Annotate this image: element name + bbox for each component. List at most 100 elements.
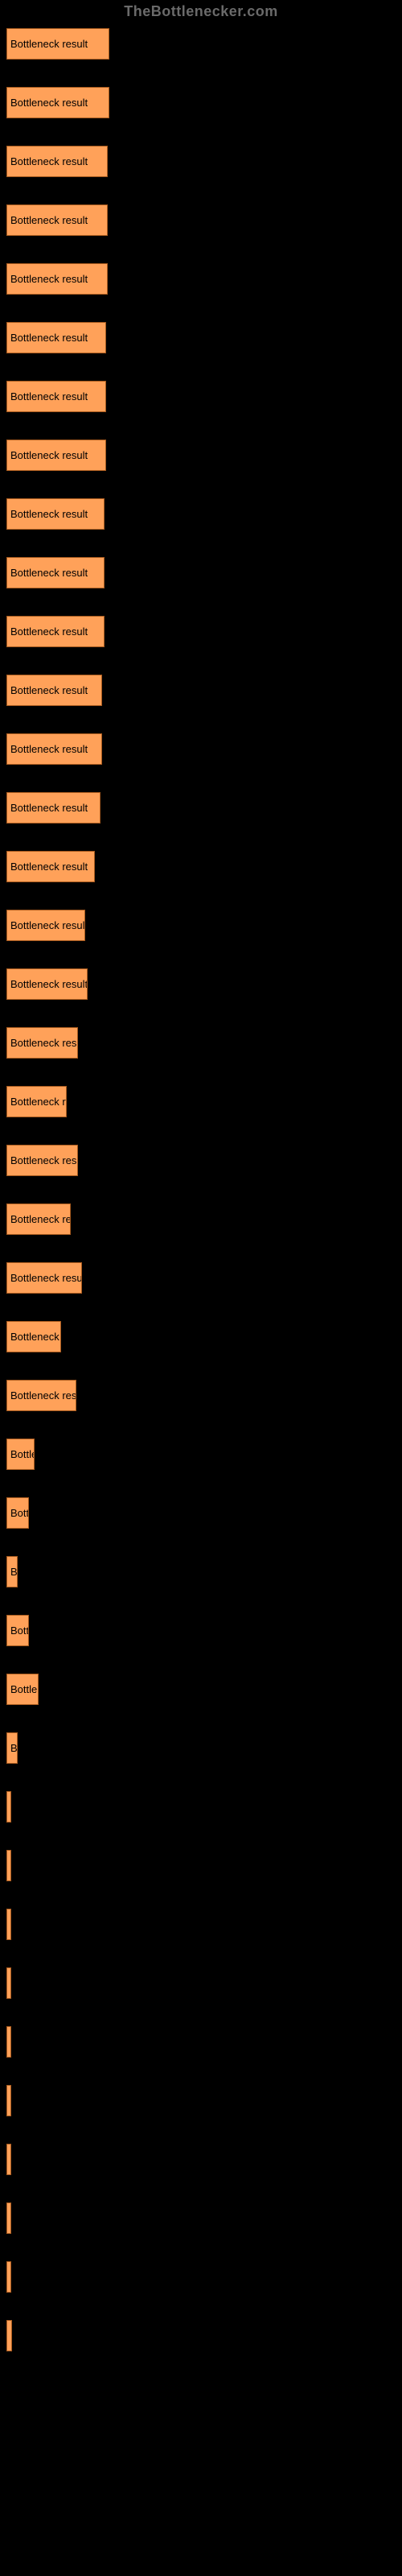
- chart-row: Bottleneck result: [6, 204, 396, 236]
- bar-link[interactable]: Bottleneck result: [6, 1262, 396, 1294]
- bar-link[interactable]: Bottleneck result: [6, 1497, 396, 1529]
- bar: Bottleneck result: [6, 1497, 29, 1529]
- chart-row: Bottleneck result: [6, 792, 396, 824]
- chart-row: Bottleneck result: [6, 1439, 396, 1470]
- bar-label: Bottleneck result: [10, 2095, 11, 2107]
- bar-link[interactable]: Bottleneck result: [6, 2085, 396, 2116]
- chart-row: Bottleneck result: [6, 1615, 396, 1646]
- bar-link[interactable]: Bottleneck result: [6, 204, 396, 236]
- bar-link[interactable]: Bottleneck result: [6, 1439, 396, 1470]
- bar-label: Bottleneck result: [10, 1154, 78, 1166]
- bar-link[interactable]: Bottleneck result: [6, 28, 396, 60]
- bar-link[interactable]: Bottleneck result: [6, 2202, 396, 2234]
- bar: Bottleneck result: [6, 381, 106, 412]
- chart-row: Bottleneck result: [6, 2320, 396, 2351]
- bar-label: Bottleneck result: [10, 1272, 82, 1284]
- bar-label: Bottleneck result: [10, 2271, 11, 2283]
- bar-link[interactable]: Bottleneck result: [6, 1615, 396, 1646]
- bar-label: Bottleneck result: [10, 1683, 39, 1695]
- bar: Bottleneck result: [6, 322, 106, 353]
- bar-link[interactable]: Bottleneck result: [6, 616, 396, 647]
- bar-link[interactable]: Bottleneck result: [6, 87, 396, 118]
- bar-link[interactable]: Bottleneck result: [6, 1909, 396, 1940]
- bar-link[interactable]: Bottleneck result: [6, 675, 396, 706]
- bar-label: Bottleneck result: [10, 1037, 78, 1049]
- bar-link[interactable]: Bottleneck result: [6, 498, 396, 530]
- chart-row: Bottleneck result: [6, 1909, 396, 1940]
- bar-link[interactable]: Bottleneck result: [6, 1086, 396, 1117]
- chart-row: Bottleneck result: [6, 1203, 396, 1235]
- bar-link[interactable]: Bottleneck result: [6, 146, 396, 177]
- bar-link[interactable]: Bottleneck result: [6, 1556, 396, 1587]
- bar-link[interactable]: Bottleneck result: [6, 1321, 396, 1352]
- chart-row: Bottleneck result: [6, 675, 396, 706]
- bar: Bottleneck result: [6, 1850, 11, 1881]
- bar: Bottleneck result: [6, 1967, 11, 1999]
- bar: Bottleneck result: [6, 1145, 78, 1176]
- bar-label: Bottleneck result: [10, 1331, 61, 1343]
- bar: Bottleneck result: [6, 1321, 61, 1352]
- bar-label: Bottleneck result: [10, 802, 88, 814]
- bar-label: Bottleneck result: [10, 1742, 18, 1754]
- bar-link[interactable]: Bottleneck result: [6, 381, 396, 412]
- bar-link[interactable]: Bottleneck result: [6, 2261, 396, 2293]
- chart-row: Bottleneck result: [6, 1556, 396, 1587]
- bar-label: Bottleneck result: [10, 273, 88, 285]
- bar: Bottleneck result: [6, 498, 105, 530]
- bar-link[interactable]: Bottleneck result: [6, 910, 396, 941]
- chart-row: Bottleneck result: [6, 87, 396, 118]
- bar-link[interactable]: Bottleneck result: [6, 1674, 396, 1705]
- chart-row: Bottleneck result: [6, 851, 396, 882]
- bar-link[interactable]: Bottleneck result: [6, 1203, 396, 1235]
- bar: Bottleneck result: [6, 1615, 29, 1646]
- bar-label: Bottleneck result: [10, 155, 88, 167]
- bar-label: Bottleneck result: [10, 97, 88, 109]
- bar: Bottleneck result: [6, 733, 102, 765]
- bar-link[interactable]: Bottleneck result: [6, 1027, 396, 1059]
- bar: Bottleneck result: [6, 1674, 39, 1705]
- bar: Bottleneck result: [6, 968, 88, 1000]
- bar-link[interactable]: Bottleneck result: [6, 2320, 396, 2351]
- bar-link[interactable]: Bottleneck result: [6, 851, 396, 882]
- watermark-text: TheBottlenecker.com: [124, 3, 278, 19]
- chart-row: Bottleneck result: [6, 1086, 396, 1117]
- bar: Bottleneck result: [6, 851, 95, 882]
- bar: Bottleneck result: [6, 2261, 11, 2293]
- bar-label: Bottleneck result: [10, 919, 85, 931]
- bar-link[interactable]: Bottleneck result: [6, 1850, 396, 1881]
- bar: Bottleneck result: [6, 204, 108, 236]
- chart-row: Bottleneck result: [6, 498, 396, 530]
- bar-link[interactable]: Bottleneck result: [6, 733, 396, 765]
- bar-link[interactable]: Bottleneck result: [6, 1732, 396, 1764]
- bar-link[interactable]: Bottleneck result: [6, 792, 396, 824]
- bar-label: Bottleneck result: [10, 214, 88, 226]
- bar-link[interactable]: Bottleneck result: [6, 2026, 396, 2058]
- bar-link[interactable]: Bottleneck result: [6, 968, 396, 1000]
- bar-label: Bottleneck result: [10, 508, 88, 520]
- chart-row: Bottleneck result: [6, 2202, 396, 2234]
- chart-row: Bottleneck result: [6, 1732, 396, 1764]
- chart-row: Bottleneck result: [6, 146, 396, 177]
- bar: Bottleneck result: [6, 440, 106, 471]
- bar-label: Bottleneck result: [10, 1624, 29, 1637]
- bar: Bottleneck result: [6, 1556, 18, 1587]
- bar: Bottleneck result: [6, 2026, 11, 2058]
- bar-link[interactable]: Bottleneck result: [6, 1791, 396, 1823]
- bar-link[interactable]: Bottleneck result: [6, 322, 396, 353]
- bar-link[interactable]: Bottleneck result: [6, 440, 396, 471]
- bar: Bottleneck result: [6, 1262, 82, 1294]
- bar: Bottleneck result: [6, 87, 109, 118]
- bar-link[interactable]: Bottleneck result: [6, 1967, 396, 1999]
- chart-row: Bottleneck result: [6, 1262, 396, 1294]
- bar-link[interactable]: Bottleneck result: [6, 263, 396, 295]
- bar-link[interactable]: Bottleneck result: [6, 1380, 396, 1411]
- bar-link[interactable]: Bottleneck result: [6, 2144, 396, 2175]
- bar: Bottleneck result: [6, 616, 105, 647]
- bar: Bottleneck result: [6, 910, 85, 941]
- bar: Bottleneck result: [6, 1909, 11, 1940]
- bar: Bottleneck result: [6, 2320, 12, 2351]
- bar-link[interactable]: Bottleneck result: [6, 1145, 396, 1176]
- chart-row: Bottleneck result: [6, 733, 396, 765]
- bar: Bottleneck result: [6, 263, 108, 295]
- bar-link[interactable]: Bottleneck result: [6, 557, 396, 588]
